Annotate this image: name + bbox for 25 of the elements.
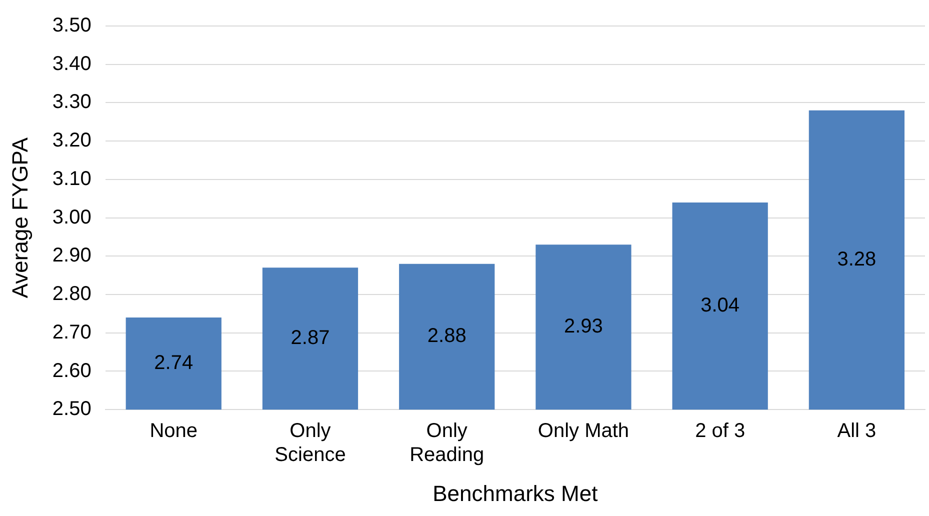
data-label: 2.87: [290, 327, 330, 350]
y-tick-label: 2.50: [52, 398, 92, 420]
data-label: 2.93: [564, 316, 603, 338]
data-label: 3.28: [837, 248, 876, 271]
data-label: 2.88: [427, 325, 466, 348]
data-label: 2.74: [154, 352, 194, 374]
y-tick-label: 3.10: [52, 168, 92, 190]
x-tick-label: Only Math: [538, 420, 630, 442]
y-tick-label: 2.90: [52, 244, 92, 267]
x-tick-label: Only Science: [274, 420, 346, 466]
x-tick-label: All 3: [837, 420, 876, 442]
x-tick-label: None: [150, 420, 198, 442]
y-tick-label: 3.20: [52, 130, 92, 152]
y-tick-label: 2.60: [52, 360, 92, 382]
x-tick-label: 2 of 3: [695, 420, 746, 442]
y-tick-label: 2.70: [52, 321, 92, 344]
y-tick-label: 3.50: [52, 14, 92, 37]
y-tick-label: 3.40: [52, 52, 92, 75]
x-tick-label: Only Reading: [410, 420, 484, 466]
y-tick-label: 3.30: [52, 91, 92, 114]
y-axis-title: Average FYGPA: [7, 137, 32, 298]
x-axis-title: Benchmarks Met: [432, 480, 598, 506]
data-label: 3.04: [700, 294, 740, 317]
y-tick-label: 3.00: [52, 206, 92, 228]
y-tick-label: 2.80: [52, 283, 92, 306]
